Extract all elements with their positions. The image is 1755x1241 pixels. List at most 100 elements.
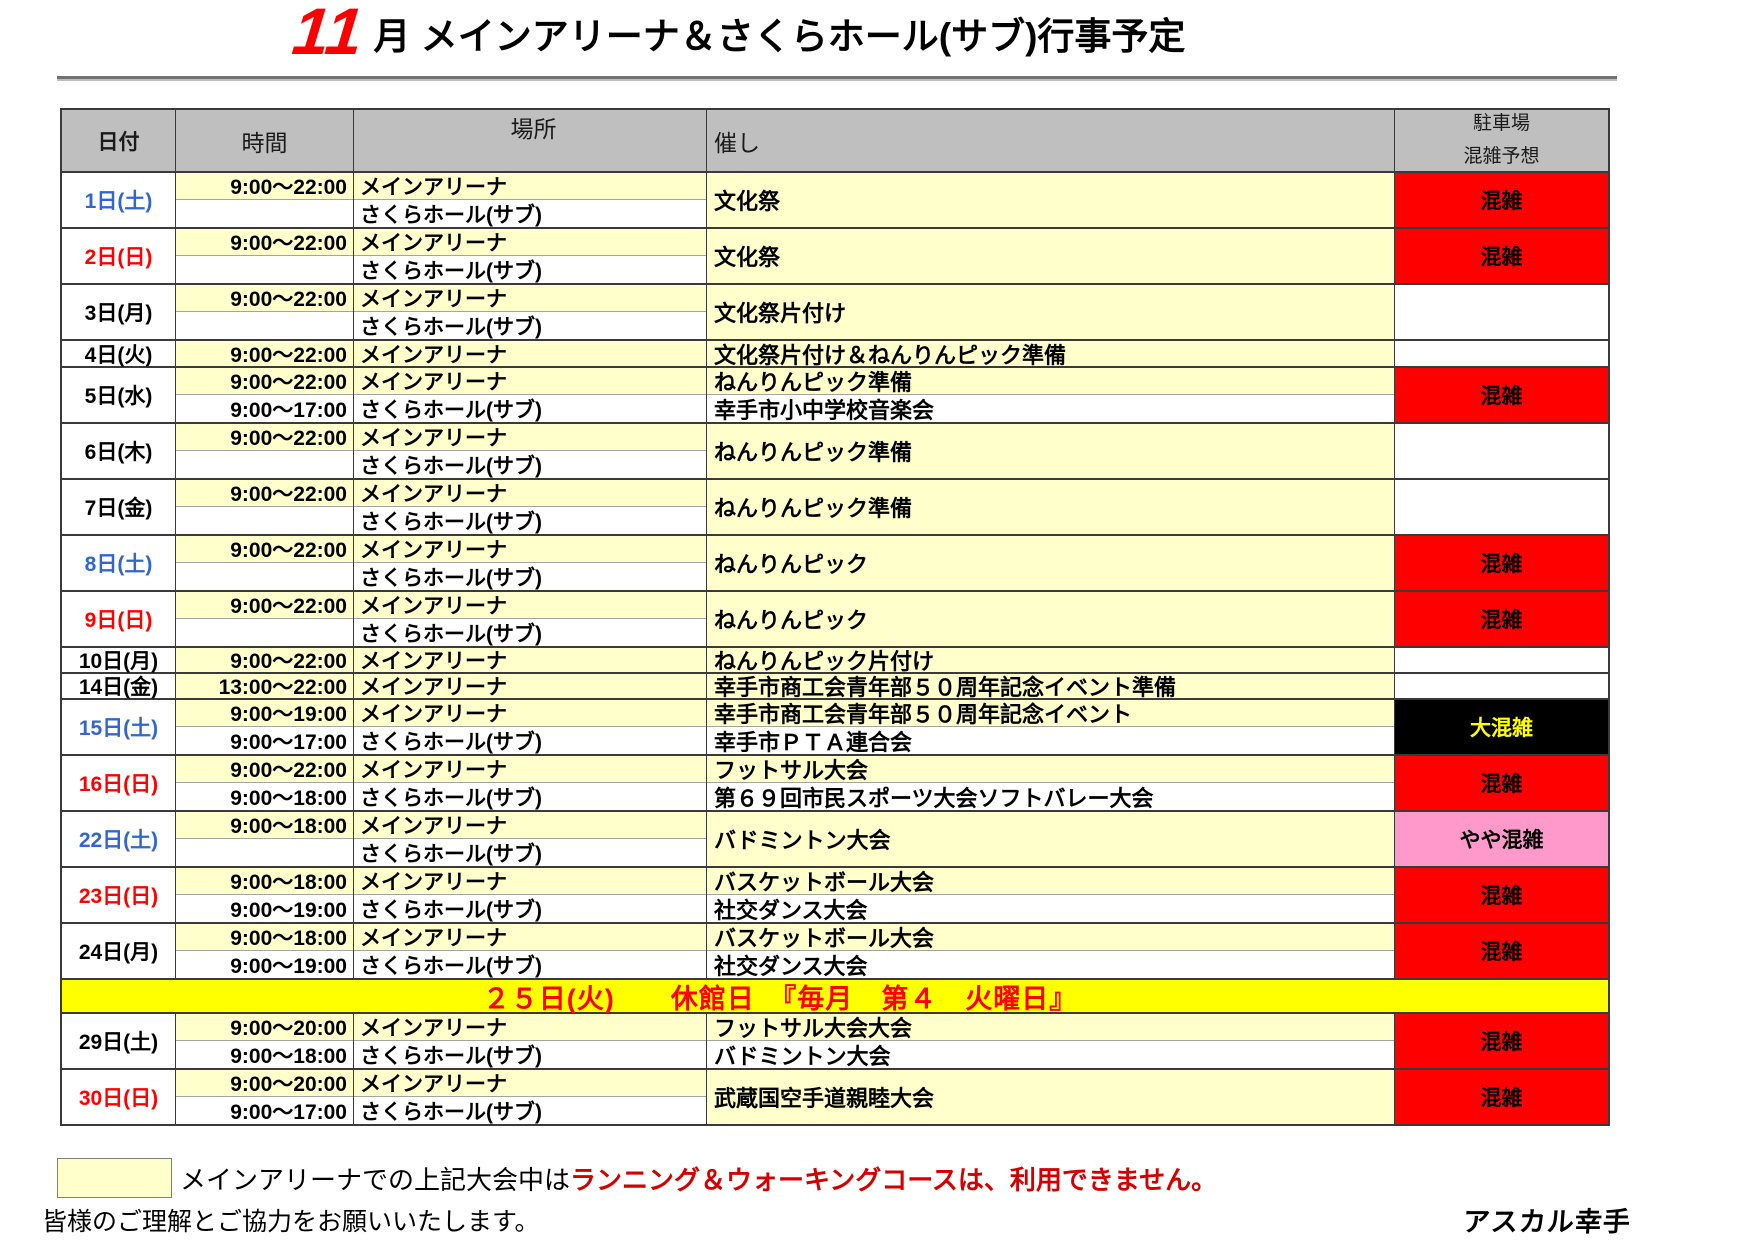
place-main: メインアリーナ [354, 341, 707, 367]
time-sub: 9:00～18:00 [176, 1041, 353, 1068]
time-main: 9:00～22:00 [176, 648, 354, 673]
date-cell: 9日(日) [62, 592, 176, 646]
parking-status-cell [1395, 424, 1608, 478]
parking-status-cell: 混雑 [1395, 756, 1608, 810]
time-main: 9:00～22:00 [176, 229, 353, 256]
time-sub [176, 312, 353, 339]
parking-status-cell: 大混雑 [1395, 700, 1608, 754]
row-nov-8: 8日(土) 9:00～22:00 メインアリーナ さくらホール(サブ) ねんりんピ… [62, 534, 1608, 590]
place-main: メインアリーナ [354, 1070, 706, 1097]
time-sub: 9:00～19:00 [176, 951, 353, 978]
month-number: 11 [289, 0, 368, 68]
parking-status-cell [1395, 648, 1608, 672]
parking-status-cell [1395, 674, 1608, 698]
parking-status-cell: 混雑 [1395, 868, 1608, 922]
time-main: 9:00～20:00 [176, 1014, 353, 1041]
parking-status-cell: 混雑 [1395, 1014, 1608, 1068]
place-main: メインアリーナ [354, 1014, 706, 1041]
note-line-1: メインアリーナでの上記大会中は ランニング＆ウォーキングコースは、利用できません… [180, 1158, 1217, 1198]
time-main: 9:00～22:00 [176, 536, 353, 563]
event-cell: ねんりんピック [707, 592, 1395, 646]
page-title: 11 月 メインアリーナ＆さくらホール(サブ)行事予定 [289, 0, 1186, 68]
row-nov-7: 7日(金) 9:00～22:00 メインアリーナ さくらホール(サブ) ねんりんピ… [62, 478, 1608, 534]
time-main: 9:00～22:00 [176, 424, 353, 451]
place-main: メインアリーナ [354, 756, 706, 783]
time-main: 9:00～22:00 [176, 341, 354, 367]
date-cell: 6日(木) [62, 424, 176, 478]
event-cell: ねんりんピック片付け [707, 648, 1395, 674]
time-main: 9:00～18:00 [176, 868, 353, 895]
event-sub: 社交ダンス大会 [707, 951, 1394, 979]
parking-status-cell [1395, 341, 1608, 366]
time-main: 9:00～22:00 [176, 368, 353, 395]
place-sub: さくらホール(サブ) [354, 839, 706, 866]
time-main: 9:00～22:00 [176, 173, 353, 200]
event-cell: 文化祭 [707, 229, 1395, 283]
date-cell: 24日(月) [62, 924, 176, 978]
row-nov-15: 15日(土) 9:00～19:00 9:00～17:00 メインアリーナ さくらホー… [62, 698, 1608, 755]
event-main: バスケットボール大会 [707, 868, 1394, 895]
time-sub [176, 256, 353, 283]
place-main: メインアリーナ [354, 700, 706, 727]
event-cell: 文化祭 [707, 173, 1395, 227]
note-line-2: 皆様のご理解とご協力をお願いいたします。 [42, 1208, 540, 1236]
place-main: メインアリーナ [354, 536, 706, 563]
place-sub: さくらホール(サブ) [354, 727, 706, 754]
note-black-text: メインアリーナでの上記大会中は [180, 1164, 571, 1195]
facility-logo: アスカル幸手 [1461, 1207, 1632, 1237]
page-title-text: 月 メインアリーナ＆さくらホール(サブ)行事予定 [373, 15, 1186, 57]
place-sub: さくらホール(サブ) [354, 1097, 706, 1124]
place-sub: さくらホール(サブ) [354, 451, 706, 478]
place-main: メインアリーナ [354, 424, 706, 451]
time-sub [176, 619, 353, 646]
row-nov-2: 2日(日) 9:00～22:00 メインアリーナ さくらホール(サブ) 文化祭 混… [62, 227, 1608, 283]
column-header-event: 催し [707, 110, 1395, 171]
closed-day-banner: ２５日(火) 休館日 『毎月 第４ 火曜日』 [62, 978, 1608, 1014]
time-sub [176, 200, 353, 227]
place-sub: さくらホール(サブ) [354, 256, 706, 283]
date-cell: 7日(金) [62, 480, 176, 534]
place-main: メインアリーナ [354, 648, 707, 673]
date-cell: 1日(土) [62, 173, 176, 227]
time-sub [176, 839, 353, 866]
column-header-date: 日付 [62, 110, 176, 171]
place-sub: さくらホール(サブ) [354, 200, 706, 227]
place-sub: さくらホール(サブ) [354, 619, 706, 646]
date-cell: 23日(日) [62, 868, 176, 922]
column-header-parking-line1: 駐車場 [1472, 113, 1530, 135]
column-header-time: 時間 [176, 110, 354, 171]
row-nov-29: 29日(土) 9:00～20:00 9:00～18:00 メインアリーナ さくらホー… [62, 1012, 1608, 1069]
place-sub: さくらホール(サブ) [354, 563, 706, 590]
row-nov-24: 24日(月) 9:00～18:00 9:00～19:00 メインアリーナ さくらホー… [62, 922, 1608, 979]
parking-status-cell: 混雑 [1395, 368, 1608, 422]
time-main: 9:00～22:00 [176, 285, 353, 312]
time-main: 9:00～18:00 [176, 812, 353, 839]
time-main: 9:00～22:00 [176, 480, 353, 507]
time-sub: 9:00～17:00 [176, 727, 353, 754]
parking-status-cell: 混雑 [1395, 924, 1608, 978]
place-main: メインアリーナ [354, 285, 706, 312]
event-cell: バドミントン大会 [707, 812, 1395, 866]
event-cell: 幸手市商工会青年部５０周年記念イベント準備 [707, 674, 1395, 700]
place-sub: さくらホール(サブ) [354, 395, 706, 422]
column-header-parking-line2: 混雑予想 [1463, 145, 1540, 167]
row-nov-1: 1日(土) 9:00～22:00 メインアリーナ さくらホール(サブ) 文化祭 混… [62, 171, 1608, 227]
place-sub: さくらホール(サブ) [354, 895, 706, 922]
event-cell: ねんりんピック準備 [707, 424, 1395, 478]
row-nov-6: 6日(木) 9:00～22:00 メインアリーナ さくらホール(サブ) ねんりんピ… [62, 422, 1608, 478]
row-nov-4: 4日(火) 9:00～22:00 メインアリーナ 文化祭片付け＆ねんりんピック準… [62, 339, 1608, 368]
place-sub: さくらホール(サブ) [354, 1041, 706, 1068]
date-cell: 16日(日) [62, 756, 176, 810]
parking-status-cell: 混雑 [1395, 1070, 1608, 1124]
date-cell: 5日(水) [62, 368, 176, 422]
parking-status-cell [1395, 480, 1608, 534]
event-main: 幸手市商工会青年部５０周年記念イベント [707, 700, 1394, 727]
date-cell: 14日(金) [62, 674, 176, 699]
row-nov-22: 22日(土) 9:00～18:00 メインアリーナ さくらホール(サブ) バドミン… [62, 810, 1608, 866]
place-main: メインアリーナ [354, 592, 706, 619]
row-nov-30: 30日(日) 9:00～20:00 9:00～17:00 メインアリーナ さくらホー… [62, 1068, 1608, 1124]
place-main: メインアリーナ [354, 480, 706, 507]
event-cell: ねんりんピック準備 [707, 480, 1395, 534]
row-nov-3: 3日(月) 9:00～22:00 メインアリーナ さくらホール(サブ) 文化祭片付… [62, 283, 1608, 339]
